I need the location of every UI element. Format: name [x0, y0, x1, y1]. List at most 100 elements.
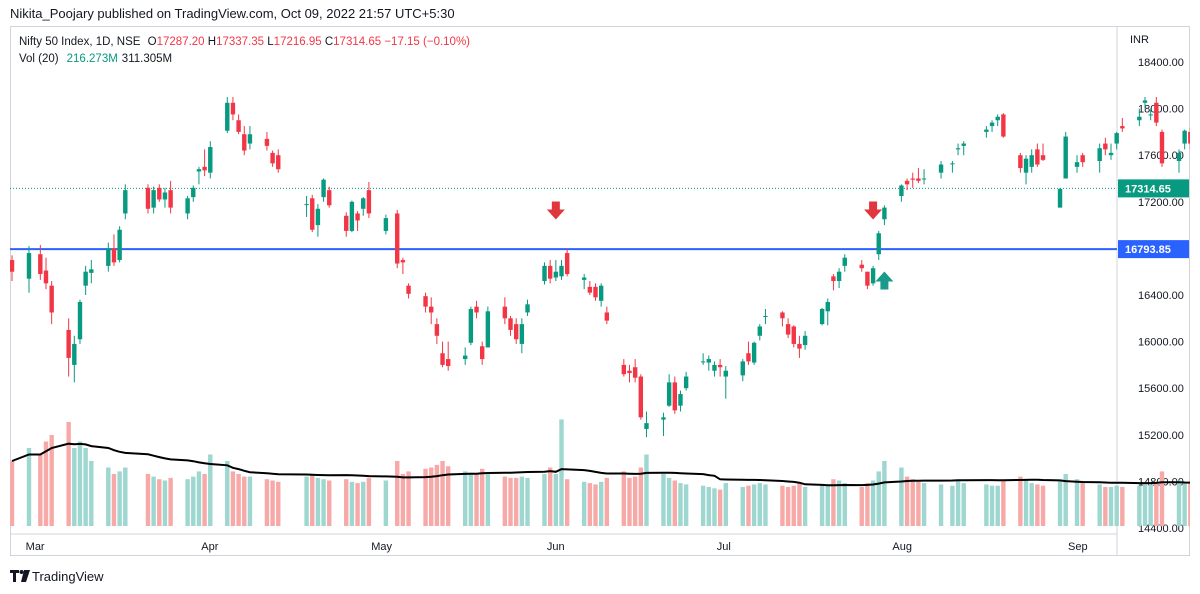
support-price-tag-label: 16793.85 [1125, 244, 1171, 256]
candle [225, 102, 230, 131]
candle [683, 376, 689, 389]
candle [344, 215, 349, 231]
candle [938, 164, 944, 173]
volume-bar [950, 485, 955, 526]
candle [1137, 116, 1142, 121]
legend-symbol: Nifty 50 Index, 1D, NSE [19, 36, 141, 48]
volume-bar [157, 479, 162, 526]
volume-bar [77, 441, 83, 526]
candle [49, 285, 54, 313]
volume-bar [242, 476, 247, 526]
volume-bar [230, 471, 236, 526]
volume-bar [519, 476, 525, 526]
price-tick-label: 17200.00 [1138, 197, 1184, 209]
arrow-down-marker [864, 201, 883, 220]
legend-open-label: O [147, 36, 157, 48]
candle [468, 308, 474, 343]
volume-bar [474, 474, 479, 526]
chart-frame [10, 26, 1190, 556]
candle [593, 286, 598, 298]
candle [638, 376, 644, 418]
last-price-tag [1118, 179, 1189, 198]
volume-bar [723, 483, 728, 526]
volume-bar [763, 484, 768, 526]
month-label: Aug [892, 541, 912, 553]
candle [706, 359, 711, 363]
candle [559, 265, 564, 277]
month-label: May [371, 541, 392, 553]
price-tick-label: 18400.00 [1138, 57, 1184, 69]
candle [366, 190, 372, 214]
volume-bar [1176, 480, 1182, 526]
volume-bar [43, 441, 49, 526]
volume-bar [955, 480, 961, 526]
candle [1182, 130, 1187, 144]
volume-bar [598, 481, 604, 526]
legend-ohlc: Nifty 50 Index, 1D, NSE O17287.20 H17337… [19, 36, 470, 48]
volume-bar [315, 477, 321, 526]
volume-bar [1080, 483, 1085, 526]
candle [661, 417, 666, 420]
legend-volume-label: Vol (20) [19, 53, 59, 65]
volume-bar [746, 485, 751, 526]
legend-close: 17314.65 [333, 36, 382, 48]
candle [825, 301, 830, 312]
candle [989, 122, 995, 127]
volume-bar [1074, 479, 1080, 526]
volume-bar [304, 476, 309, 526]
volume-bar [72, 448, 77, 526]
volume-ma-line [11, 442, 1190, 487]
candle [355, 213, 360, 221]
legend-open: 17287.20 [156, 36, 205, 48]
volume-bar [276, 481, 281, 526]
candle [1097, 148, 1102, 162]
candle [564, 253, 570, 275]
candle [1001, 114, 1006, 137]
candle [921, 178, 927, 180]
volume-bar [383, 480, 389, 526]
volume-bar [10, 461, 15, 526]
candle [621, 364, 627, 375]
candle [1108, 152, 1114, 156]
volume-bar [870, 480, 876, 526]
volume-bar [700, 485, 706, 526]
volume-bar [547, 467, 553, 526]
candlestick-chart[interactable]: INR18400.0018000.0017600.0017200.0016800… [10, 26, 1190, 556]
volume-bar [117, 471, 122, 526]
arrow-up-marker [875, 271, 894, 290]
legend-close-label: C [324, 36, 334, 48]
volume-bar [1154, 481, 1159, 526]
candle [751, 342, 757, 363]
candle [247, 134, 253, 144]
candle [876, 233, 881, 255]
volume-bar [757, 483, 762, 526]
candle [145, 187, 151, 209]
candle [547, 265, 553, 279]
candle [508, 318, 513, 330]
candle [321, 179, 326, 198]
volume-bar [236, 474, 241, 526]
volume-bar [1097, 484, 1102, 526]
candle [446, 359, 451, 367]
volume-bar [264, 479, 270, 526]
candle [157, 187, 162, 200]
volume-bar [123, 467, 128, 526]
candle [802, 335, 808, 346]
candle [162, 192, 168, 200]
volume-bar [542, 474, 547, 526]
volume-bar [1108, 487, 1114, 526]
volume-bar [162, 480, 168, 526]
volume-bar [196, 471, 202, 526]
volume-bar [321, 479, 326, 526]
candle [899, 185, 904, 196]
volume-bar [1148, 484, 1153, 526]
candle [842, 257, 847, 266]
volume-bar [706, 487, 711, 526]
volume-bar [717, 489, 723, 526]
candle [780, 312, 785, 319]
volume-bar [1103, 487, 1108, 526]
candle [168, 190, 173, 208]
candle [904, 180, 910, 185]
volume-bar [327, 480, 332, 526]
publisher-line: Nikita_Poojary published on TradingView.… [10, 6, 455, 21]
